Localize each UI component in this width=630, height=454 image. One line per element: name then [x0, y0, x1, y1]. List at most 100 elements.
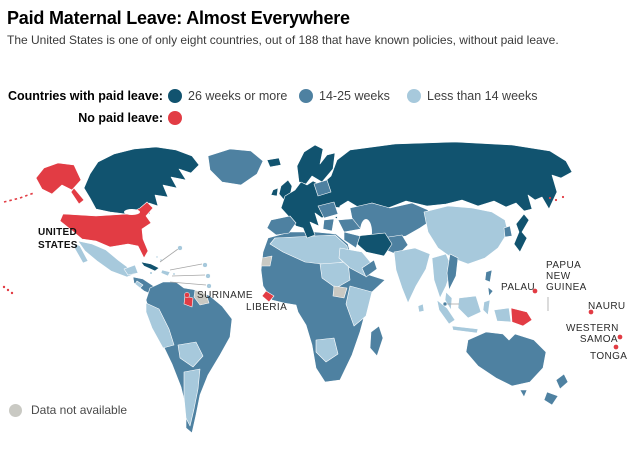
page-title: Paid Maternal Leave: Almost Everywhere — [7, 8, 350, 28]
guyana — [193, 289, 210, 306]
tonga-marker-dot — [613, 344, 619, 350]
balkans-romania — [317, 201, 339, 219]
data-not-available-legend: Data not available — [9, 403, 127, 417]
suriname-label: SURINAME — [197, 290, 253, 301]
philippines — [484, 269, 493, 283]
cuba — [140, 261, 160, 272]
legend-label-less-14-weeks: Less than 14 weeks — [427, 89, 538, 103]
malay-peninsula — [444, 291, 453, 311]
japan — [513, 213, 530, 253]
iraq-levant — [343, 231, 361, 249]
western-samoa-label: WESTERN SAMOA — [566, 323, 619, 345]
hawaii — [2, 285, 14, 295]
europe-russia — [280, 141, 573, 239]
legend-dot-14-25-weeks — [299, 89, 313, 103]
liberia-label: LIBERIA — [246, 302, 288, 313]
borneo — [457, 295, 482, 319]
sumatra — [436, 299, 456, 325]
new-zealand-north — [555, 373, 569, 390]
legend-paid-leave-label: Countries with paid leave: — [8, 89, 163, 103]
madagascar — [369, 325, 384, 357]
south-sudan — [332, 285, 348, 299]
caribbean-markers — [159, 245, 212, 289]
world-map-svg — [2, 141, 623, 434]
palau-marker-dot — [532, 288, 538, 294]
philippines-south — [487, 286, 494, 297]
iberia — [266, 215, 297, 236]
new-zealand-south — [543, 391, 559, 406]
china-mongolia — [423, 205, 509, 265]
legend-no-paid-leave-label: No paid leave: — [78, 111, 163, 125]
west-aleutians — [548, 195, 565, 202]
yemen-oman — [361, 259, 378, 278]
palau-label: PALAU — [501, 282, 536, 293]
caribbean-dot-1 — [177, 245, 183, 251]
jamaica — [149, 271, 153, 275]
tasmania — [519, 389, 528, 398]
iceland — [266, 157, 282, 168]
north-america — [2, 146, 264, 297]
tonga-label: TONGA — [590, 351, 628, 362]
united-states-label: UNITED STATES — [38, 227, 78, 251]
sulawesi — [482, 299, 491, 316]
nauru-marker-dot — [588, 309, 594, 315]
legend-item-14-25-weeks: 14-25 weeks — [299, 89, 390, 103]
great-lakes — [124, 209, 140, 215]
world-map: UNITED STATES SURINAME LIBERIA PALAU PAP… — [0, 140, 630, 454]
java — [451, 325, 479, 334]
ireland — [270, 187, 279, 197]
puerto-rico — [172, 272, 176, 276]
legend-dot-no-paid-leave — [168, 111, 182, 125]
baja-california — [73, 242, 89, 264]
scandinavia — [296, 144, 336, 185]
western-samoa-marker-dot — [617, 334, 623, 340]
caribbean-dot-4 — [206, 283, 212, 289]
legend-dot-less-14-weeks — [407, 89, 421, 103]
nauru-label: NAURU — [588, 301, 626, 312]
caribbean-dot-3 — [205, 273, 211, 279]
papua-new-guinea-shape — [510, 307, 533, 327]
liberia-shape — [261, 290, 275, 303]
singapore-marker — [442, 301, 459, 307]
legend-item-no-paid-leave — [168, 111, 182, 125]
suriname-marker-dot — [184, 292, 190, 298]
legend-label-14-25-weeks: 14-25 weeks — [319, 89, 390, 103]
southern-africa-patch — [315, 337, 339, 363]
sri-lanka — [417, 303, 425, 313]
argentina — [183, 368, 201, 427]
suriname-shape — [183, 295, 194, 308]
eurasia — [266, 141, 573, 245]
greece — [322, 218, 335, 232]
india — [393, 247, 431, 304]
australia — [465, 331, 547, 387]
legend-label-26-weeks: 26 weeks or more — [188, 89, 288, 103]
canada — [83, 146, 200, 215]
united-states-shape — [59, 201, 154, 259]
bolivia-paraguay — [177, 341, 204, 368]
legend-item-less-14-weeks: Less than 14 weeks — [407, 89, 538, 103]
alaska — [35, 162, 82, 195]
yucatan — [123, 264, 139, 276]
western-sahara — [260, 255, 273, 267]
greenland — [207, 148, 264, 186]
korea — [503, 225, 513, 238]
aleutian-islands — [3, 192, 35, 203]
asia — [338, 205, 533, 334]
data-not-available-dot — [9, 403, 22, 417]
west-new-guinea — [493, 307, 512, 323]
hispaniola — [160, 269, 171, 277]
alaska-panhandle — [70, 187, 85, 205]
legend-dot-26-weeks — [168, 89, 182, 103]
south-america — [145, 281, 233, 434]
vietnam — [446, 253, 459, 291]
data-not-available-label: Data not available — [31, 403, 128, 417]
east-africa — [345, 285, 373, 327]
legend-item-26-weeks: 26 weeks or more — [168, 89, 287, 103]
papua-new-guinea-label: PAPUA NEW GUINEA — [546, 260, 587, 293]
poland-baltics — [313, 179, 332, 197]
central-america-light — [134, 280, 144, 289]
bahamas — [155, 255, 159, 259]
myanmar-thailand — [431, 253, 453, 299]
page-subtitle: The United States is one of only eight c… — [7, 33, 559, 47]
